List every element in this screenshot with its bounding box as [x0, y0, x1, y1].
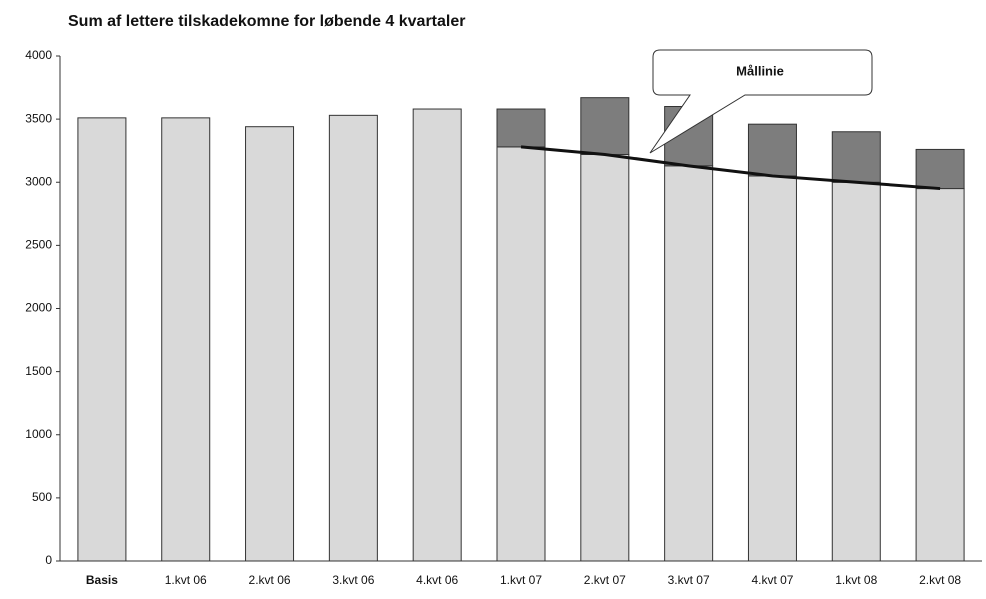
- y-tick-label: 3000: [25, 174, 52, 188]
- x-tick-label: 2.kvt 07: [584, 573, 626, 587]
- x-tick-label: 2.kvt 08: [919, 573, 961, 587]
- bar: [496, 146, 546, 562]
- bar: [747, 123, 797, 177]
- bar: [328, 114, 378, 562]
- bar: [747, 175, 797, 562]
- chart-title: Sum af lettere tilskadekomne for løbende…: [68, 13, 465, 30]
- y-tick-label: 2500: [25, 238, 52, 252]
- y-tick-label: 1000: [25, 427, 52, 441]
- x-tick-label: 1.kvt 06: [165, 573, 207, 587]
- x-tick-label: 3.kvt 06: [332, 573, 374, 587]
- bar: [915, 148, 965, 190]
- bar: [77, 117, 127, 562]
- bar: [831, 181, 881, 562]
- bar: [915, 188, 965, 562]
- bar: [496, 108, 546, 148]
- x-tick-label: Basis: [86, 573, 118, 587]
- x-tick-label: 2.kvt 06: [249, 573, 291, 587]
- x-tick-label: 1.kvt 07: [500, 573, 542, 587]
- bar: [161, 117, 211, 562]
- x-tick-label: 4.kvt 07: [751, 573, 793, 587]
- x-tick-label: 3.kvt 07: [668, 573, 710, 587]
- bar: [245, 126, 295, 562]
- y-tick-label: 500: [32, 490, 52, 504]
- y-tick-label: 1500: [25, 364, 52, 378]
- x-tick-label: 4.kvt 06: [416, 573, 458, 587]
- callout: [649, 49, 873, 154]
- bar: [580, 153, 630, 562]
- target-line: [520, 145, 941, 191]
- bar: [412, 108, 462, 562]
- y-tick-label: 4000: [25, 48, 52, 62]
- bar: [831, 131, 881, 183]
- callout-label: Mållinie: [736, 63, 784, 78]
- bar: [580, 97, 630, 155]
- x-tick-label: 1.kvt 08: [835, 573, 877, 587]
- bar: [664, 165, 714, 562]
- y-tick-label: 3500: [25, 111, 52, 125]
- y-tick-label: 0: [45, 553, 52, 567]
- y-tick-label: 2000: [25, 301, 52, 315]
